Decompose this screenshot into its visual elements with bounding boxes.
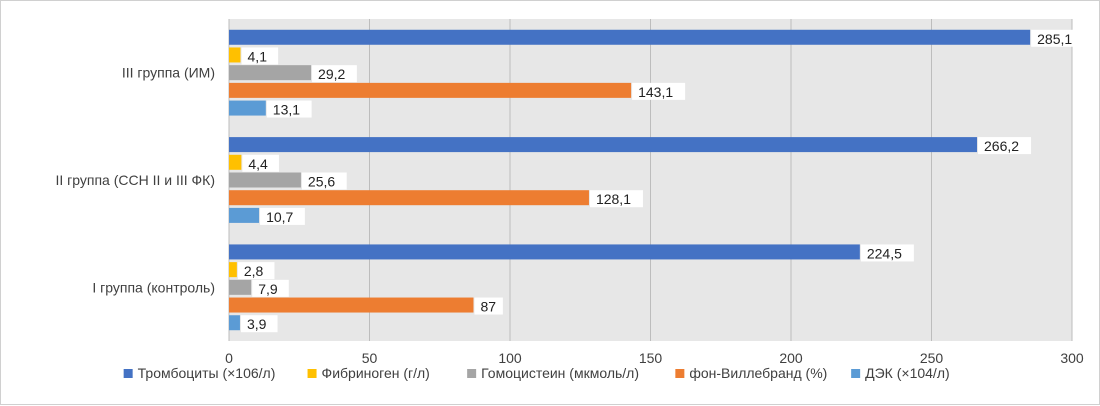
bar <box>229 82 632 98</box>
data-label: 87 <box>480 299 496 315</box>
data-label: 3,9 <box>247 316 267 332</box>
category-label: III группа (ИМ) <box>122 65 215 81</box>
data-label-background <box>474 297 503 315</box>
legend-item: фон-Виллебранд (%) <box>689 365 827 381</box>
x-tick-label: 150 <box>639 350 663 366</box>
data-label-background <box>240 315 278 333</box>
data-label-background <box>1031 29 1085 47</box>
data-label: 4,1 <box>248 48 268 64</box>
bar <box>229 29 1031 45</box>
bar <box>229 100 266 116</box>
data-label-background <box>241 47 279 65</box>
data-label-background <box>252 279 289 297</box>
data-label-background <box>242 154 279 172</box>
legend-swatch <box>851 369 861 378</box>
bar <box>229 279 252 295</box>
data-label-background <box>301 172 347 190</box>
bar <box>229 154 242 170</box>
data-label: 10,7 <box>266 209 293 225</box>
bar <box>229 47 241 63</box>
bar <box>229 190 589 206</box>
legend-item: ДЭК (×104/л) <box>865 365 950 381</box>
legend-item: Фибриноген (г/л) <box>322 365 430 381</box>
legend-swatch <box>307 369 317 378</box>
data-label: 4,4 <box>248 156 268 172</box>
x-tick-label: 50 <box>362 350 378 366</box>
data-label: 7,9 <box>258 281 278 297</box>
bar <box>229 172 301 188</box>
data-label: 2,8 <box>244 263 264 279</box>
data-label: 143,1 <box>638 84 673 100</box>
category-label: I группа (контроль) <box>92 279 215 295</box>
data-label-background <box>266 100 312 118</box>
data-label-background <box>312 65 357 83</box>
bar <box>229 244 860 260</box>
legend-swatch <box>467 369 477 378</box>
bar <box>229 137 978 153</box>
x-tick-label: 200 <box>779 350 803 366</box>
data-label-background <box>978 137 1032 155</box>
data-label: 224,5 <box>867 245 902 261</box>
legend-swatch <box>675 369 685 378</box>
x-tick-label: 0 <box>225 350 233 366</box>
category-label: II группа (ССН II и III ФК) <box>55 172 215 188</box>
bar <box>229 262 237 278</box>
x-tick-label: 100 <box>498 350 522 366</box>
bar <box>229 315 240 331</box>
data-label: 285,1 <box>1037 31 1072 47</box>
data-label: 29,2 <box>318 66 345 82</box>
data-label-background <box>632 82 686 100</box>
data-label-background <box>237 262 275 280</box>
data-label: 266,2 <box>984 138 1019 154</box>
data-label: 25,6 <box>308 174 335 190</box>
data-label-background <box>589 190 643 208</box>
bar <box>229 297 474 313</box>
bar <box>229 207 260 223</box>
legend-item: Тромбоциты (×106/л) <box>138 365 276 381</box>
legend-swatch <box>123 369 133 378</box>
data-label-background <box>860 244 914 262</box>
bar <box>229 65 312 81</box>
legend-item: Гомоцистеин (мкмоль/л) <box>481 365 639 381</box>
x-tick-label: 250 <box>920 350 944 366</box>
data-label: 128,1 <box>596 191 631 207</box>
data-label-background <box>260 207 305 225</box>
data-label: 13,1 <box>273 102 300 118</box>
x-tick-label: 300 <box>1060 350 1084 366</box>
